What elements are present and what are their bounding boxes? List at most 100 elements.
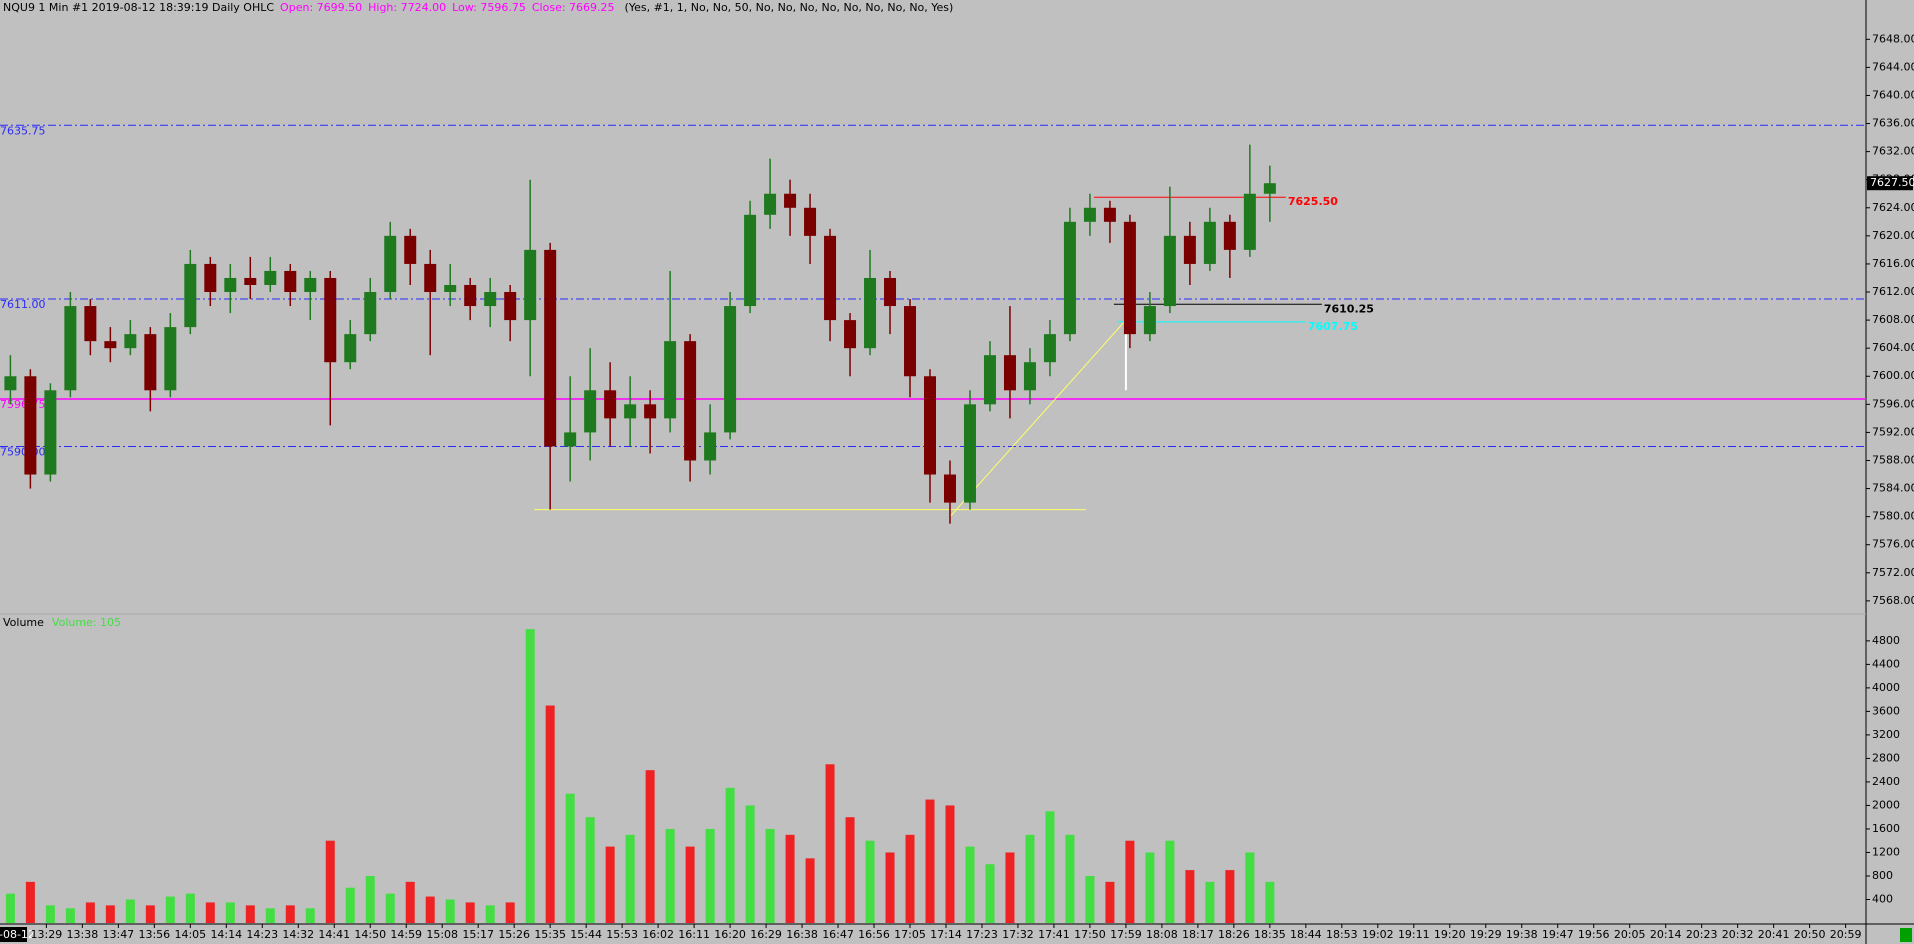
x-tick-label: 20:50 [1794,928,1826,941]
x-tick-label: 14:41 [318,928,350,941]
y-tick-label: 7624.00 [1872,201,1914,214]
candle-body [364,292,377,335]
volume-bar [225,902,235,923]
candle-body [824,235,837,321]
volume-bar [785,834,795,923]
candle-body [44,390,57,475]
candle-body [444,284,457,293]
x-tick-label: 13:29 [31,928,63,941]
volume-bar [465,902,475,923]
x-tick-label: 16:29 [750,928,782,941]
x-tick-label: 19:47 [1542,928,1574,941]
volume-bar [185,893,195,923]
drawing-label: 7607.75 [1308,320,1358,333]
x-tick-label: 17:59 [1110,928,1142,941]
volume-bar [905,834,915,923]
y-tick-label: 7584.00 [1872,482,1914,495]
volume-bar [1145,852,1155,923]
candle-body [1023,362,1036,391]
candle-body [924,376,936,475]
x-tick-label: 19:38 [1506,928,1538,941]
y-tick-label: 400 [1872,892,1893,905]
last-price-label: 7627.50 [1870,176,1914,189]
y-tick-label: 7620.00 [1872,229,1914,242]
candle-body [864,277,877,349]
header-stat: Close: 7669.25 [532,1,615,14]
x-tick-label: 13:38 [67,928,99,941]
candle-body [504,292,517,321]
volume-bar [685,846,695,923]
volume-bar [1125,840,1135,923]
y-tick-label: 7612.00 [1872,285,1914,298]
volume-bar [965,846,975,923]
x-tick-label: 19:02 [1362,928,1394,941]
x-tick-label: 14:23 [246,928,278,941]
volume-bar [845,817,855,923]
candle-body [724,306,737,433]
volume-bar [25,881,35,923]
candle-body [644,404,657,419]
candle-body [64,306,77,391]
volume-bar [645,770,655,923]
level-label: 7611.00 [0,298,46,311]
x-tick-label: 16:20 [714,928,746,941]
candle-body [584,390,597,433]
volume-bar [885,852,895,923]
candle-body [1103,207,1116,222]
y-tick-label: 7592.00 [1872,425,1914,438]
candle-body [1003,355,1016,391]
y-tick-label: 7572.00 [1872,566,1914,579]
y-tick-label: 1600 [1872,822,1900,835]
volume-bar [145,905,155,923]
volume-bar [105,905,115,923]
volume-header: Volume Volume: 105 [3,616,121,629]
x-tick-label: 15:17 [462,928,494,941]
header-stat: High: 7724.00 [368,1,446,14]
candle-body [1163,235,1176,307]
x-tick-label: 19:29 [1470,928,1502,941]
y-tick-label: 7644.00 [1872,60,1914,73]
volume-bar [405,881,415,923]
candle-body [784,193,797,208]
volume-bar [505,902,515,923]
candle-body [664,341,677,419]
candle-body [963,404,976,503]
volume-bar [985,864,995,923]
y-tick-label: 3600 [1872,704,1900,717]
volume-bar [445,899,455,923]
x-tick-label: 18:53 [1326,928,1358,941]
volume-bar [345,887,355,923]
start-date-box [0,927,27,942]
volume-bar [805,858,815,923]
x-tick-label: 15:44 [570,928,602,941]
volume-bar [1185,870,1195,923]
candle-body [124,334,137,349]
volume-bar [1025,834,1035,923]
candle-body [564,432,577,447]
x-tick-label: 15:26 [498,928,530,941]
x-tick-label: 13:56 [138,928,170,941]
volume-bar [425,896,435,923]
x-tick-label: 16:11 [678,928,710,941]
volume-bar [65,908,75,923]
candle-body [104,341,117,349]
candle-body [244,277,257,285]
x-tick-label: 14:14 [210,928,242,941]
x-tick-label: 15:53 [606,928,638,941]
y-tick-label: 800 [1872,869,1893,882]
x-tick-label: 16:38 [786,928,818,941]
volume-bar [1265,881,1275,923]
level-label: 7590.00 [0,445,46,458]
y-tick-label: 7616.00 [1872,257,1914,270]
volume-bar [305,908,315,923]
candle-body [544,249,557,447]
level-label: 7635.75 [0,124,46,137]
candle-body [844,320,857,349]
volume-bar [585,817,595,923]
volume-bar [365,875,375,923]
header-stat: Open: 7699.50 [280,1,362,14]
volume-bar [1045,811,1055,923]
x-tick-label: 15:35 [534,928,566,941]
